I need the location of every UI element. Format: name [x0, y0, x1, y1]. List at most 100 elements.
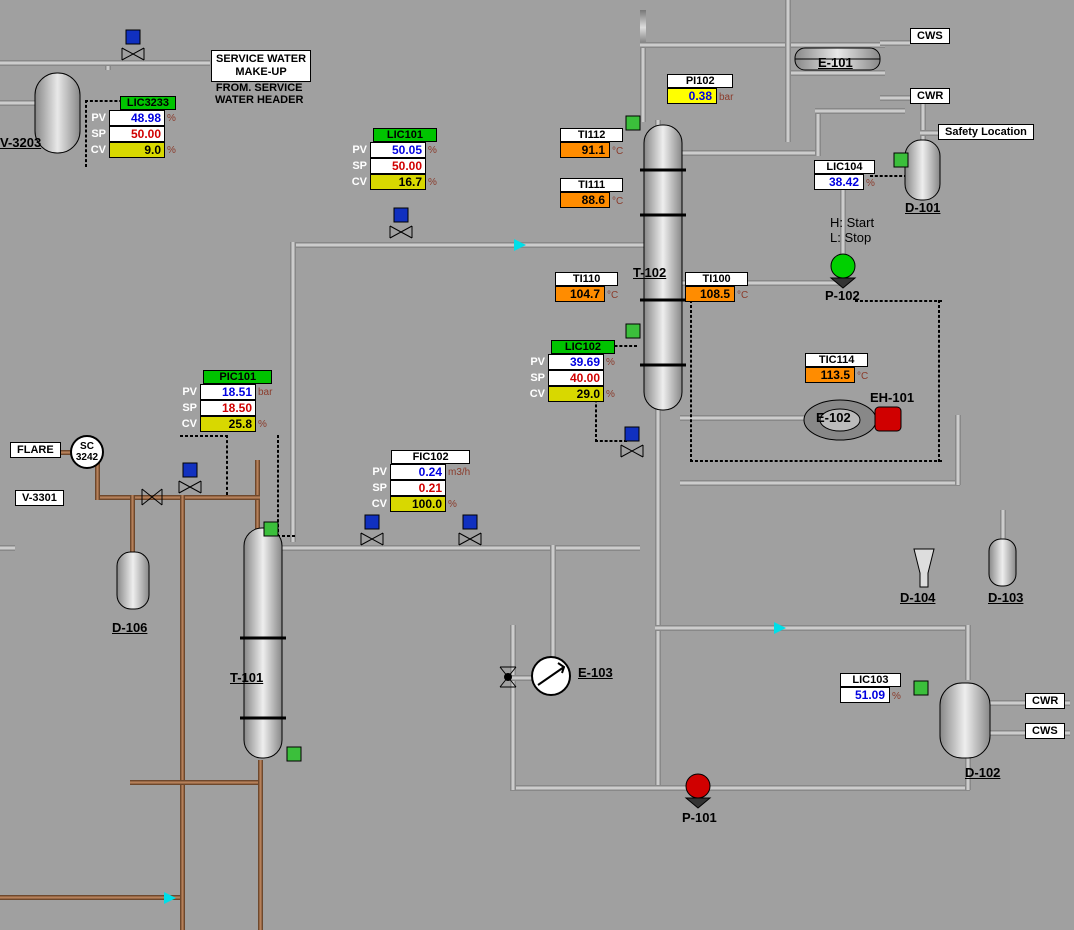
controller-lic101[interactable]: LIC101 PV50.05% SP50.00 CV16.7% — [345, 128, 437, 190]
unit: % — [256, 419, 267, 430]
cv-label: CV — [365, 498, 390, 510]
label-d104: D-104 — [900, 590, 935, 605]
pipe — [955, 415, 961, 485]
control-valve-icon[interactable] — [357, 515, 387, 549]
controller-fic102[interactable]: FIC102 PV0.24m3/h SP0.21 CV100.0% — [365, 450, 470, 512]
label-e101: E-101 — [818, 55, 853, 70]
indicator-lic104[interactable]: LIC104 38.42% — [814, 160, 875, 190]
flow-arrow-icon — [160, 890, 176, 906]
pump-p102 — [825, 252, 861, 288]
indicator-ti112[interactable]: TI112 91.1°C — [560, 128, 623, 158]
label-t101: T-101 — [230, 670, 263, 685]
label-e103: E-103 — [578, 665, 613, 680]
label-cws2: CWS — [1025, 723, 1065, 739]
signal-line — [226, 435, 228, 495]
unit: % — [604, 357, 615, 368]
indicator-value: 113.5 — [805, 367, 855, 383]
indicator-tag: TIC114 — [805, 353, 868, 367]
sp-label: SP — [84, 128, 109, 140]
unit: bar — [256, 387, 272, 398]
flare-pipe — [180, 495, 185, 930]
label-eh101: EH-101 — [870, 390, 914, 405]
unit: % — [165, 145, 176, 156]
indicator-tag: LIC104 — [814, 160, 875, 174]
pipe — [0, 545, 15, 551]
pipe — [290, 242, 480, 248]
flare-pipe — [0, 895, 180, 900]
control-valve-icon[interactable] — [455, 515, 485, 549]
indicator-pi102[interactable]: PI102 0.38bar — [667, 74, 733, 104]
pipe — [475, 242, 655, 248]
pipe — [640, 42, 790, 48]
sp-label: SP — [365, 482, 390, 494]
unit: °C — [855, 371, 868, 382]
control-valve-icon[interactable] — [118, 30, 148, 64]
controller-tag: FIC102 — [391, 450, 470, 464]
signal-line — [855, 300, 942, 302]
pipe — [880, 95, 910, 101]
indicator-value: 38.42 — [814, 174, 864, 190]
indicator-ti110[interactable]: TI110 104.7°C — [555, 272, 618, 302]
manual-valve-icon[interactable] — [140, 487, 164, 507]
note-service-water: SERVICE WATER MAKE-UP — [211, 50, 311, 82]
label-cwr2: CWR — [1025, 693, 1065, 709]
indicator-value: 0.38 — [667, 88, 717, 104]
pipe — [680, 150, 820, 156]
pipe — [510, 625, 516, 790]
label-e102: E-102 — [816, 410, 851, 425]
flare-pipe — [258, 760, 263, 930]
indicator-ti100[interactable]: TI100 108.5°C — [685, 272, 748, 302]
cv-value: 9.0 — [109, 142, 165, 158]
sp-value: 50.00 — [370, 158, 426, 174]
label-v3301: V-3301 — [15, 490, 64, 506]
cv-value: 100.0 — [390, 496, 446, 512]
pv-label: PV — [345, 144, 370, 156]
indicator-lic103[interactable]: LIC103 51.09% — [840, 673, 901, 703]
sp-value: 0.21 — [390, 480, 446, 496]
transmitter-icon — [625, 115, 641, 131]
control-valve-icon[interactable] — [617, 427, 647, 461]
controller-lic3233[interactable]: LIC3233 PV48.98% SP50.00 CV9.0% — [84, 96, 176, 158]
controller-pic101[interactable]: PIC101 PV18.51bar SP18.50 CV25.8% — [175, 370, 272, 432]
label-cwr: CWR — [910, 88, 950, 104]
indicator-tic114[interactable]: TIC114 113.5°C — [805, 353, 868, 383]
transmitter-icon — [913, 680, 929, 696]
pipe — [815, 108, 821, 156]
pv-label: PV — [523, 356, 548, 368]
pv-value: 0.24 — [390, 464, 446, 480]
label-p102: P-102 — [825, 288, 860, 303]
flare-pipe — [130, 495, 135, 555]
pv-value: 18.51 — [200, 384, 256, 400]
cv-label: CV — [84, 144, 109, 156]
label-d101: D-101 — [905, 200, 940, 215]
indicator-ti111[interactable]: TI111 88.6°C — [560, 178, 623, 208]
pipe — [655, 625, 965, 631]
controller-lic102[interactable]: LIC102 PV39.69% SP40.00 CV29.0% — [523, 340, 615, 402]
label-safety: Safety Location — [938, 124, 1034, 140]
indicator-tag: TI100 — [685, 272, 748, 286]
unit: % — [604, 389, 615, 400]
pump-p101 — [680, 772, 716, 808]
pipe — [510, 785, 970, 791]
unit: % — [890, 691, 901, 702]
vessel-v3203 — [30, 58, 85, 168]
unit: bar — [717, 92, 733, 103]
unit: % — [165, 113, 176, 124]
indicator-value: 108.5 — [685, 286, 735, 302]
unit: °C — [735, 290, 748, 301]
exchanger-e103 — [530, 655, 572, 697]
sp-value: 18.50 — [200, 400, 256, 416]
control-valve-icon[interactable] — [386, 208, 416, 242]
pipe — [290, 242, 296, 542]
pipe — [655, 485, 661, 790]
control-valve-icon[interactable] — [175, 463, 205, 497]
note-lstop: L: Stop — [830, 230, 871, 245]
unit: °C — [605, 290, 618, 301]
manual-valve-icon[interactable] — [498, 665, 518, 689]
transmitter-icon — [286, 746, 302, 762]
label-d102: D-102 — [965, 765, 1000, 780]
sp-label: SP — [345, 160, 370, 172]
flow-arrow-icon — [770, 620, 786, 636]
unit: % — [446, 499, 457, 510]
sp-value: 40.00 — [548, 370, 604, 386]
